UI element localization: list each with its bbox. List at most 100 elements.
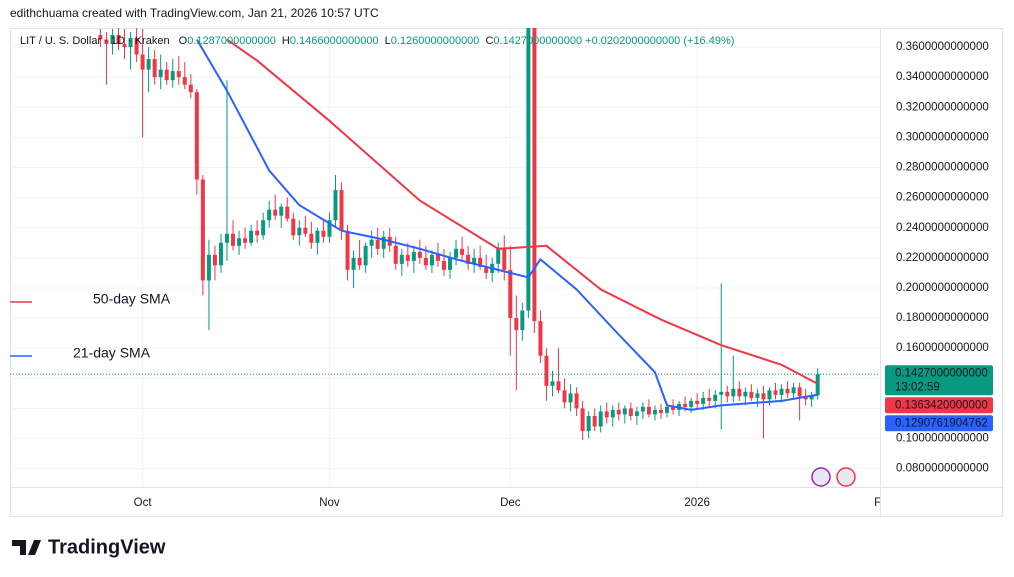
candle-body [725,391,730,397]
price-badge [885,365,993,396]
candle-body [363,245,368,266]
candle-body [309,233,314,243]
candle-body [713,394,718,401]
y-tick-label: 0.2800000000000 [896,162,989,174]
candle-body [170,71,175,81]
x-tick-label: Oct [134,497,153,509]
candle-body [423,257,428,266]
y-tick-label: 0.2600000000000 [896,192,989,204]
candle-body [218,242,223,266]
candle-body [357,257,362,266]
candle-body [556,381,561,391]
candle-body [767,390,772,400]
candle-body [327,220,332,237]
candle-body [592,415,597,427]
candle-body [616,409,621,415]
candle-body [188,84,193,93]
symbol: LIT / U. S. Dollar · 1D · Kraken [20,35,170,47]
candle-body [803,396,808,400]
candle-body [345,230,350,270]
y-tick-label: 0.1800000000000 [896,312,989,324]
candle-body [755,393,760,398]
candle-body [411,251,416,261]
candle-body [273,209,278,216]
candle-body [646,406,651,415]
candle-body [321,230,326,237]
sma-badge [885,415,993,432]
candle-body [737,388,742,397]
y-tick-label: 0.2000000000000 [896,282,989,294]
candle-body [110,34,115,45]
candle-body [526,28,531,311]
countdown: 13:02:59 [895,381,940,393]
candle-body [417,251,422,258]
candle-body [550,381,555,386]
sma-annotation: 21-day SMA [73,345,151,361]
candle-body [261,220,266,236]
candle-body [393,245,398,264]
ohlc-value: 0.1260000000000 [391,35,480,47]
candle-body [815,374,820,396]
candle-body [508,269,513,319]
candle-body [743,391,748,397]
candle-body [628,408,633,416]
candle-body [375,239,380,249]
candle-body [683,403,688,407]
candle-body [243,238,248,243]
candle-body [604,411,609,418]
candle-body [652,409,657,415]
candle-body [532,28,537,322]
candle-body [610,409,615,418]
candle-body [707,397,712,401]
candle-body [634,411,639,416]
y-tick-label: 0.2200000000000 [896,252,989,264]
candle-body [779,388,784,395]
candle-body [484,266,489,273]
candle-body [435,254,440,261]
credit: edithchuama created with TradingView.com… [10,6,379,20]
candle-body [749,391,754,398]
candle-body [194,92,199,180]
legend: LIT / U. S. Dollar · 1D · Kraken O0.1287… [20,35,734,47]
ohlc-key: L [385,35,391,47]
candle-body [689,400,694,407]
candle-body [249,230,254,243]
candle-body [116,34,121,45]
candle-body [695,400,700,404]
candle-body [399,254,404,264]
candle-body [785,388,790,394]
candle-body [237,238,242,246]
y-tick-label: 0.3200000000000 [896,101,989,113]
ohlc-value: 0.1466000000000 [290,35,379,47]
candle-body [472,257,477,264]
candle-body [544,355,549,386]
y-tick-label: 0.3400000000000 [896,71,989,83]
sma-label: 0.1290761904762 [895,417,988,429]
candle-body [586,415,591,431]
candle-body [140,54,145,70]
candle-body [454,248,459,258]
scale-labels: 0.08000000000000.10000000000000.12000000… [885,41,993,475]
sma-line [195,39,818,411]
candle-body [333,190,338,221]
y-tick-label: 0.0800000000000 [896,463,989,475]
y-tick-label: 0.2400000000000 [896,222,989,234]
y-tick-label: 0.1000000000000 [896,433,989,445]
ohlc-value: 0.1427000000000 [493,35,582,47]
candle-body [279,206,284,216]
y-tick-label: 0.1600000000000 [896,342,989,354]
plot [10,28,880,441]
candle-body [128,38,133,48]
ohlc-key: C [485,35,493,47]
grid: OctNovDec2026Feb [10,29,894,509]
candle-body [152,59,157,78]
sma-annotation: 50-day SMA [93,291,171,307]
price-scale [880,29,1002,516]
logo-text: TradingView [48,536,166,558]
candle-body [701,397,706,404]
candle-body [466,254,471,264]
candle-body [303,227,308,234]
candle-body [98,34,103,40]
candle-body [104,39,109,45]
candle-body [146,59,151,70]
